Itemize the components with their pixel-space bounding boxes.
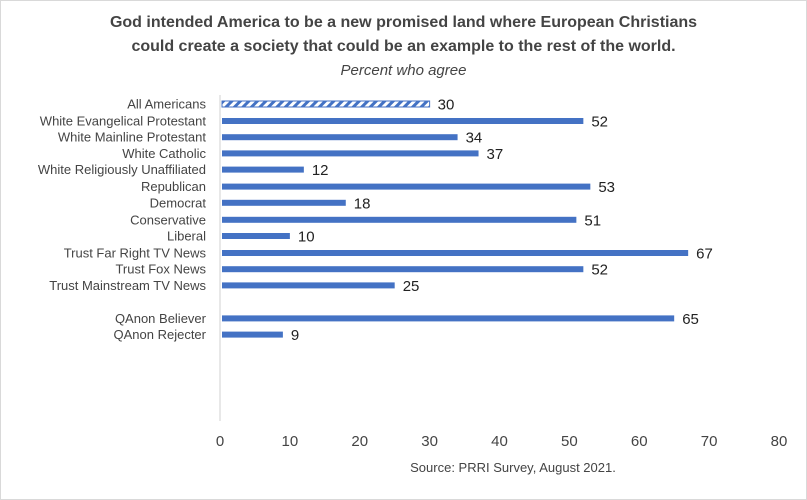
category-label: QAnon Believer xyxy=(115,311,207,326)
data-label: 30 xyxy=(438,97,455,114)
x-tick-label: 10 xyxy=(282,433,299,450)
category-label: White Mainline Protestant xyxy=(58,130,207,145)
data-label: 67 xyxy=(696,246,713,263)
bar-white-catholic xyxy=(222,150,479,157)
category-label: Republican xyxy=(141,179,206,194)
data-label: 52 xyxy=(591,114,608,131)
bar-white-mainline-protestant xyxy=(222,134,458,141)
source-note: Source: PRRI Survey, August 2021. xyxy=(410,460,616,475)
x-tick-label: 30 xyxy=(421,433,438,450)
bar-democrat xyxy=(222,199,346,206)
category-label: Trust Fox News xyxy=(115,262,206,277)
bar-white-evangelical-protestant xyxy=(222,118,584,124)
bar-republican xyxy=(222,183,591,190)
bars-group: All Americans 30 White Evangelical Protest… xyxy=(38,97,713,345)
category-label: Trust Far Right TV News xyxy=(64,246,207,261)
category-label: All Americans xyxy=(127,97,206,112)
data-label: 10 xyxy=(298,229,315,246)
bar-trust-mainstream-tv-news xyxy=(222,282,395,289)
category-label: White Catholic xyxy=(122,146,206,161)
category-label: Democrat xyxy=(150,195,207,210)
category-label: QAnon Rejecter xyxy=(114,327,207,342)
bar-trust-far-right-tv-news xyxy=(222,250,689,256)
bar-trust-fox-news xyxy=(222,266,584,273)
x-tick-label: 60 xyxy=(631,433,648,450)
bar-liberal xyxy=(222,233,290,239)
data-label: 34 xyxy=(466,130,483,147)
chart-title-line-2: could create a society that could be an … xyxy=(131,38,676,55)
data-label: 37 xyxy=(487,146,504,163)
category-label: White Evangelical Protestant xyxy=(40,114,207,129)
x-tick-label: 80 xyxy=(771,433,788,450)
category-label: Liberal xyxy=(167,229,206,244)
chart-subtitle: Percent who agree xyxy=(340,62,467,79)
data-label: 52 xyxy=(591,262,608,279)
data-label: 51 xyxy=(584,212,601,229)
data-label: 25 xyxy=(403,278,420,295)
x-tick-label: 70 xyxy=(701,433,718,450)
x-tick-label: 20 xyxy=(351,433,368,450)
data-label: 65 xyxy=(682,311,699,328)
data-label: 9 xyxy=(291,327,299,344)
bar-qanon-rejecter xyxy=(222,331,283,338)
bar-conservative xyxy=(222,216,577,223)
data-label: 12 xyxy=(312,162,329,179)
bar-qanon-believer xyxy=(222,315,675,322)
chart-title-line-1: God intended America to be a new promise… xyxy=(109,14,698,31)
x-axis-ticks: 0 10 20 30 40 50 60 70 80 xyxy=(216,433,788,450)
category-label: Trust Mainstream TV News xyxy=(49,278,206,293)
category-label: Conservative xyxy=(130,212,206,227)
data-label: 53 xyxy=(598,179,615,196)
bar-white-religiously-unaffiliated xyxy=(222,166,304,173)
bar-all-americans xyxy=(221,100,431,108)
x-tick-label: 0 xyxy=(216,433,224,450)
data-label: 18 xyxy=(354,195,371,212)
x-tick-label: 40 xyxy=(491,433,508,450)
x-tick-label: 50 xyxy=(561,433,578,450)
category-label: White Religiously Unaffiliated xyxy=(38,162,206,177)
